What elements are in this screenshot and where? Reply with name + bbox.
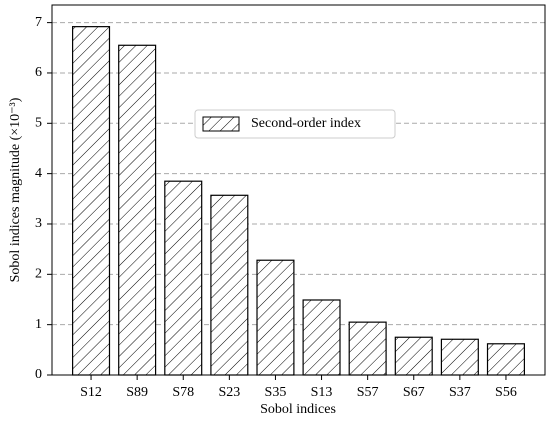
y-tick-label: 2 (35, 267, 42, 282)
x-tick-label: S78 (172, 385, 194, 400)
y-tick-label: 0 (35, 367, 42, 382)
x-tick-label: S35 (265, 385, 287, 400)
x-tick-label: S67 (403, 385, 425, 400)
x-axis-label: Sobol indices (260, 402, 336, 417)
x-tick-label: S57 (357, 385, 379, 400)
bar (256, 259, 295, 376)
bar (210, 194, 249, 376)
bar (302, 299, 341, 376)
plot-frame (51, 4, 546, 376)
bar (164, 180, 203, 376)
bar (348, 321, 387, 376)
legend-label: Second-order index (251, 116, 361, 131)
x-tick-label: S12 (80, 385, 102, 400)
x-tick-label: S23 (218, 385, 240, 400)
y-tick-label: 4 (35, 166, 42, 181)
y-tick-label: 5 (35, 116, 42, 131)
y-tick-label: 3 (35, 216, 42, 231)
bar (486, 343, 525, 376)
bar (440, 338, 479, 376)
x-tick-label: S56 (495, 385, 517, 400)
x-tick-label: S37 (449, 385, 471, 400)
x-tick-label: S13 (311, 385, 333, 400)
bar (118, 44, 157, 376)
bar (72, 26, 111, 376)
y-axis-label: Sobol indices magnitude (×10⁻³) (8, 97, 23, 282)
y-tick-label: 7 (35, 15, 42, 30)
legend-box (194, 109, 396, 139)
y-tick-label: 6 (35, 65, 42, 80)
y-tick-label: 1 (35, 317, 42, 332)
legend-swatch-hatch (203, 117, 239, 131)
x-tick-label: S89 (126, 385, 148, 400)
bar (394, 336, 433, 376)
